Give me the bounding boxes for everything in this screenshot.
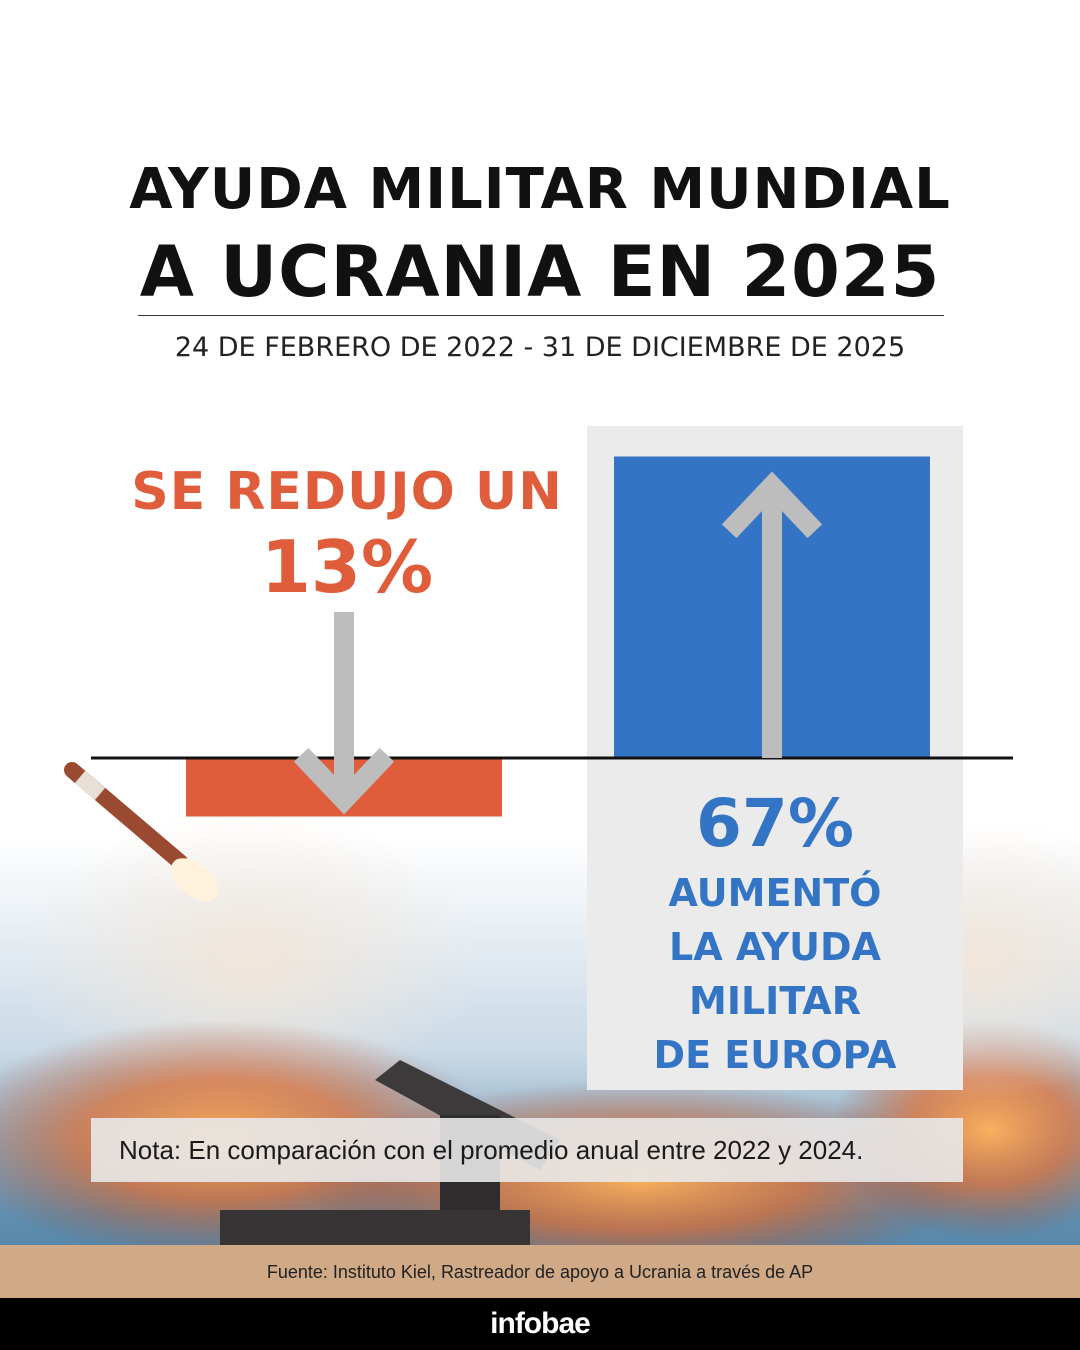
title-line-2: A UCRANIA EN 2025: [139, 231, 941, 313]
source-text: Fuente: Instituto Kiel, Rastreador de ap…: [266, 1262, 814, 1282]
increase-value-label: 67%: [696, 785, 854, 862]
date-range-subtitle: 24 DE FEBRERO DE 2022 - 31 DE DICIEMBRE …: [174, 332, 906, 363]
up-arrow-head: [721, 471, 823, 539]
increase-label: AUMENTÓ LA AYUDA MILITAR DE EUROPA: [653, 871, 897, 1077]
note-text: Nota: En comparación con el promedio anu…: [119, 1135, 864, 1165]
title-divider: [138, 315, 944, 316]
source-bar: Fuente: Instituto Kiel, Rastreador de ap…: [0, 1245, 1080, 1298]
brand-logo: infobae: [490, 1307, 591, 1340]
decrease-label: SE REDUJO UN: [131, 462, 563, 522]
decrease-value-label: 13%: [260, 525, 434, 609]
title-line-1: AYUDA MILITAR MUNDIAL: [129, 157, 951, 222]
note-box: Nota: En comparación con el promedio anu…: [91, 1118, 963, 1182]
down-arrow-head: [293, 747, 395, 815]
footer-bar: infobae: [0, 1298, 1080, 1350]
missile-illustration: [64, 762, 219, 902]
